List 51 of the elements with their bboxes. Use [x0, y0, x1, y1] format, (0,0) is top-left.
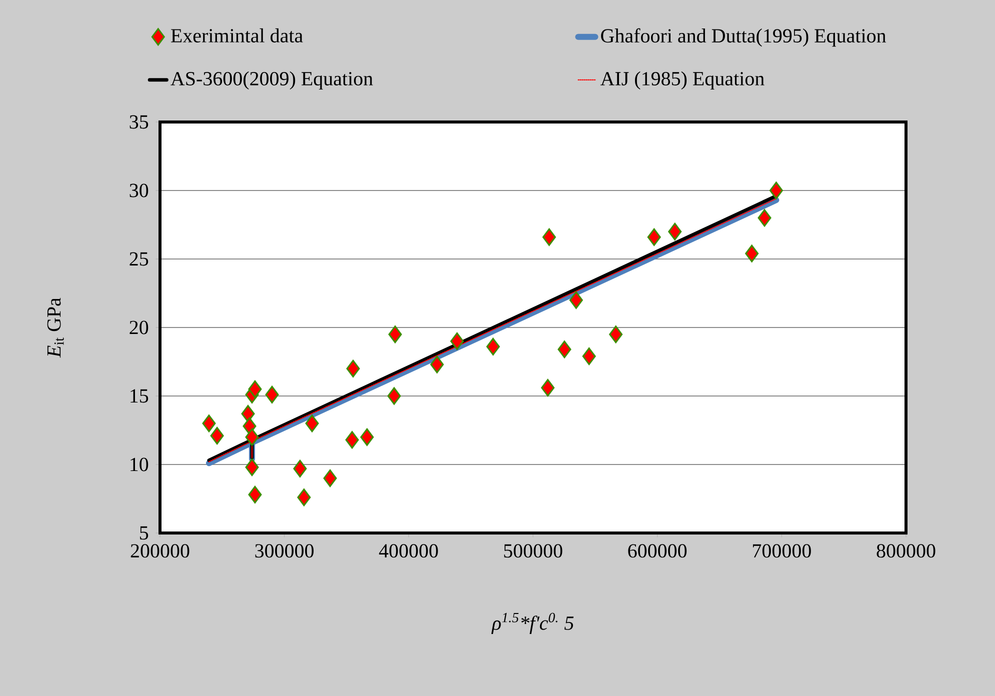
point — [388, 326, 402, 344]
x-tick-label: 200000 — [130, 544, 190, 558]
point — [323, 469, 337, 487]
point — [360, 428, 374, 446]
legend-label: Ghafoori and Dutta(1995) Equation — [601, 28, 886, 47]
point — [569, 291, 583, 309]
legend-label: AIJ (1985) Equation — [600, 71, 764, 90]
x-axis-title: ρ$^{1.5}$*f'c$^{0.}$ 5 — [491, 612, 574, 634]
y-tick-label: 10 — [130, 458, 148, 472]
point — [241, 405, 255, 423]
point — [345, 431, 359, 449]
y-tick-label: 25 — [130, 252, 148, 266]
y-tick-label: 5 — [140, 526, 148, 540]
point — [450, 332, 464, 350]
point — [248, 380, 262, 398]
legend-label: AS-3600(2009) Equation — [170, 71, 373, 90]
point — [582, 348, 596, 366]
x-tick-label: 400000 — [379, 544, 438, 558]
point — [486, 338, 500, 356]
point — [265, 386, 279, 404]
point — [293, 460, 307, 478]
point — [558, 340, 572, 358]
point — [609, 326, 623, 344]
point — [430, 356, 444, 374]
y-tick-label: 20 — [130, 320, 148, 334]
point — [245, 458, 259, 476]
point — [305, 414, 319, 432]
point — [758, 209, 772, 227]
y-tick-label: 35 — [130, 115, 148, 129]
legend-label: Exerimintal data — [171, 28, 303, 42]
point — [346, 360, 360, 378]
point — [248, 486, 262, 504]
point — [541, 379, 555, 397]
point — [647, 228, 661, 246]
point — [387, 387, 401, 405]
x-tick-label: 300000 — [255, 544, 314, 558]
point — [668, 222, 682, 240]
point — [202, 414, 216, 432]
point — [245, 428, 259, 446]
point — [769, 182, 783, 200]
x-tick-label: 700000 — [752, 544, 811, 558]
y-axis-title: E$_{it}$ GPa — [47, 298, 64, 358]
point — [297, 488, 311, 506]
y-tick-label: 30 — [130, 184, 148, 198]
x-tick-label: 600000 — [628, 544, 687, 558]
point — [745, 244, 759, 262]
point — [210, 426, 224, 444]
x-tick-label: 800000 — [876, 544, 936, 558]
y-tick-label: 15 — [130, 389, 148, 403]
point — [542, 228, 556, 246]
x-tick-label: 500000 — [504, 544, 562, 558]
